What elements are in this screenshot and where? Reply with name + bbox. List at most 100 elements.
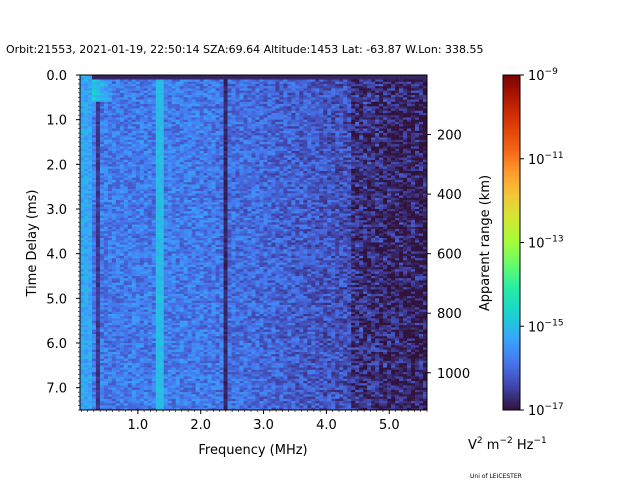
heatmap-cell: [167, 367, 173, 371]
heatmap-cell: [179, 302, 184, 306]
heatmap-cell: [159, 171, 165, 174]
heatmap-cell: [203, 106, 208, 109]
heatmap-cell: [143, 249, 149, 252]
heatmap-cell: [147, 197, 153, 201]
heatmap-cell: [187, 262, 192, 266]
heatmap-cell: [107, 374, 113, 377]
heatmap-cell: [167, 177, 173, 181]
heatmap-cell: [131, 101, 137, 105]
heatmap-cell: [95, 394, 101, 397]
heatmap-cell: [171, 291, 177, 295]
heatmap-cell: [91, 387, 97, 391]
heatmap-cell: [139, 309, 145, 313]
heatmap-cell: [83, 226, 89, 230]
heatmap-cell: [123, 345, 129, 348]
heatmap-cell: [203, 380, 208, 384]
heatmap-cell: [155, 356, 161, 359]
heatmap-cell: [183, 166, 188, 170]
heatmap-cell: [167, 403, 173, 406]
heatmap-cell: [171, 159, 177, 163]
heatmap-cell: [171, 253, 177, 257]
heatmap-cell: [123, 365, 129, 368]
heatmap-cell: [203, 293, 208, 297]
heatmap-cell: [80, 354, 85, 357]
heatmap-cell: [83, 110, 89, 114]
heatmap-cell: [155, 117, 161, 120]
heatmap-cell: [199, 186, 204, 190]
heatmap-cell: [123, 117, 129, 120]
heatmap-cell: [171, 226, 177, 230]
heatmap-cell: [87, 211, 93, 214]
heatmap-cell: [151, 148, 157, 152]
heatmap-cell: [127, 396, 133, 400]
heatmap-cell: [95, 177, 101, 181]
heatmap-cell: [151, 369, 157, 373]
heatmap-cell: [195, 300, 200, 304]
heatmap-cell: [131, 220, 137, 223]
heatmap-cell: [123, 267, 129, 270]
heatmap-cell: [143, 139, 149, 143]
heatmap-cell: [83, 108, 89, 112]
heatmap-cell: [131, 229, 137, 232]
heatmap-cell: [187, 244, 192, 248]
heatmap-cell: [187, 77, 192, 80]
heatmap-cell: [135, 284, 141, 288]
heatmap-cell: [99, 177, 105, 181]
heatmap-cell: [191, 291, 196, 295]
heatmap-cell: [115, 376, 121, 380]
heatmap-cell: [91, 224, 97, 228]
heatmap-cell: [195, 175, 200, 179]
heatmap-cell: [115, 233, 121, 237]
heatmap-cell: [87, 110, 93, 114]
heatmap-cell: [183, 235, 188, 239]
heatmap-cell: [115, 79, 121, 82]
heatmap-cell: [195, 79, 200, 82]
heatmap-cell: [187, 188, 192, 192]
heatmap-cell: [111, 347, 117, 350]
heatmap-cell: [179, 112, 184, 116]
heatmap-cell: [155, 211, 161, 214]
heatmap-cell: [135, 394, 141, 397]
heatmap-cell: [179, 193, 184, 196]
heatmap-cell: [167, 325, 173, 328]
heatmap-cell: [187, 287, 192, 290]
heatmap-cell: [151, 244, 157, 248]
heatmap-cell: [119, 280, 125, 283]
heatmap-cell: [131, 251, 137, 254]
heatmap-cell: [163, 92, 169, 96]
heatmap-cell: [183, 97, 188, 100]
heatmap-cell: [87, 83, 93, 87]
heatmap-cell: [207, 336, 212, 339]
heatmap-cell: [187, 81, 192, 85]
heatmap-cell: [99, 133, 105, 136]
heatmap-cell: [171, 126, 177, 129]
heatmap-cell: [195, 358, 200, 362]
heatmap-cell: [131, 244, 137, 248]
heatmap-cell: [99, 347, 105, 350]
heatmap-cell: [191, 378, 196, 382]
heatmap-cell: [163, 150, 169, 154]
heatmap-cell: [123, 378, 129, 382]
heatmap-cell: [207, 83, 212, 87]
heatmap-cell: [163, 99, 169, 103]
heatmap-cell: [151, 137, 157, 141]
heatmap-cell: [111, 287, 117, 290]
heatmap-cell: [111, 209, 117, 212]
heatmap-cell: [83, 106, 89, 109]
heatmap-cell: [95, 191, 101, 194]
heatmap-cell: [91, 376, 97, 380]
heatmap-cell: [115, 235, 121, 239]
heatmap-cell: [107, 99, 113, 103]
heatmap-cell: [211, 119, 216, 123]
heatmap-cell: [167, 255, 173, 259]
heatmap-cell: [143, 244, 149, 248]
heatmap-cell: [203, 347, 208, 350]
heatmap-cell: [171, 378, 177, 382]
heatmap-cell: [115, 374, 121, 377]
heatmap-cell: [99, 238, 105, 241]
heatmap-cell: [151, 162, 157, 165]
heatmap-cell: [143, 157, 149, 161]
heatmap-cell: [207, 224, 212, 228]
heatmap-cell: [167, 258, 173, 261]
heatmap-cell: [155, 322, 161, 326]
